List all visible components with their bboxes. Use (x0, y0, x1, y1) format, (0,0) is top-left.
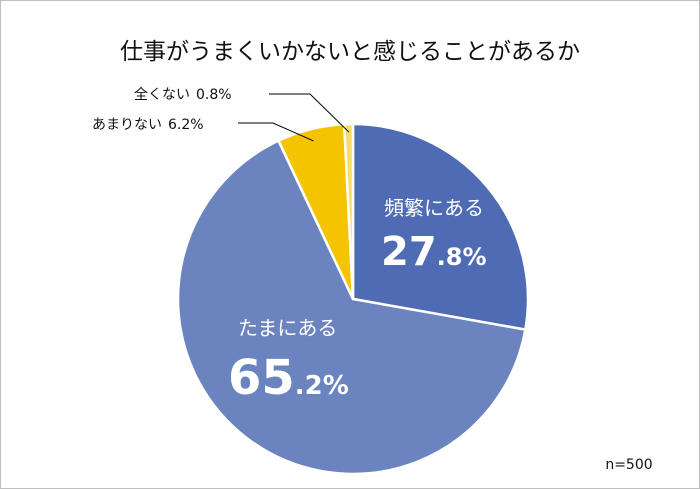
chart-title: 仕事がうまくいかないと感じることがあるか (120, 39, 580, 65)
sample-size-note: n=500 (605, 457, 652, 473)
slice-value-sometimes: 65.2% (228, 350, 349, 406)
pie-slice-frequent (351, 122, 530, 331)
leader-lines (238, 93, 350, 142)
slice-label-never: 全くない 0.8% (134, 86, 232, 103)
pie-slices (176, 122, 530, 476)
pie-slice-sometimes (176, 139, 527, 476)
slice-label-frequent: 頻繁にある (384, 196, 484, 220)
slice-label-sometimes: たまにある (238, 316, 337, 340)
slice-label-rarely: あまりない 6.2% (92, 117, 204, 133)
leader-line-never (269, 93, 350, 133)
pie-slice-never (342, 122, 355, 301)
slice-value-frequent: 27.8% (381, 229, 487, 275)
leader-line-rarely (238, 122, 314, 142)
